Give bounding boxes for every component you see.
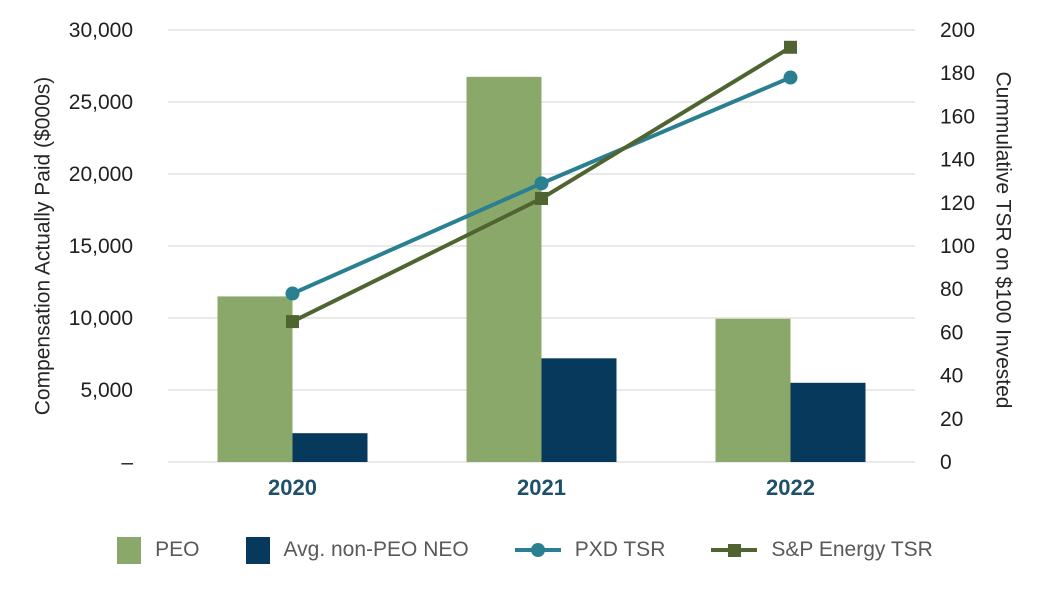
left-tick-10000: 10,000 [69, 307, 133, 330]
legend-marker-square [727, 543, 741, 557]
legend-item-neo: Avg. non-PEO NEO [245, 536, 469, 564]
left-tick-5000: 5,000 [80, 379, 133, 402]
left-axis-title: Compensation Actually Paid ($000s) [32, 77, 55, 416]
line-series [285, 40, 798, 329]
right-tick-180: 180 [940, 62, 975, 85]
left-tick-30000: 30,000 [69, 19, 133, 42]
legend-label: Avg. non-PEO NEO [283, 538, 469, 561]
bar-peo-2021 [466, 76, 542, 463]
bar-series [217, 76, 866, 463]
x-label-2020: 2020 [268, 475, 317, 500]
legend-label: S&P Energy TSR [771, 538, 933, 561]
bar-peo-2020 [217, 296, 293, 462]
right-tick-0: 0 [940, 451, 952, 474]
x-label-2021: 2021 [517, 475, 566, 500]
legend-item-sp: S&P Energy TSR [711, 538, 933, 562]
right-tick-140: 140 [940, 149, 975, 172]
right-tick-80: 80 [940, 278, 963, 301]
right-tick-60: 60 [940, 321, 963, 344]
legend-item-pxd: PXD TSR [514, 538, 666, 562]
left-axis-tick-labels: – 5,000 10,000 15,000 20,000 25,000 30,000 [69, 19, 134, 474]
legend-label: PEO [155, 538, 200, 561]
left-tick-15000: 15,000 [69, 235, 133, 258]
bar-neo-2021 [541, 358, 617, 462]
legend-swatch-neo [245, 536, 270, 564]
bar-neo-2022 [790, 382, 866, 462]
left-tick-25000: 25,000 [69, 91, 133, 114]
marker-sp-2020 [286, 315, 299, 329]
legend-label: PXD TSR [574, 538, 666, 561]
legend-line-sample-pxd [514, 542, 561, 558]
x-label-2022: 2022 [766, 475, 815, 500]
marker-pxd-2021 [534, 176, 549, 191]
marker-pxd-2020 [285, 286, 300, 301]
legend: PEO Avg. non-PEO NEO PXD TSR S&P Energy TSR [0, 527, 1050, 573]
right-axis-title: Cummulative TSR on $100 Invested [991, 72, 1014, 409]
bar-peo-2022 [715, 318, 791, 462]
x-axis-category-labels: 2020 2021 2022 [268, 475, 815, 500]
right-tick-20: 20 [940, 408, 963, 431]
legend-marker-circle [530, 543, 545, 557]
bar-neo-2020 [292, 433, 368, 462]
left-tick-0: – [121, 451, 133, 474]
right-tick-40: 40 [940, 365, 963, 388]
right-tick-160: 160 [940, 105, 975, 128]
marker-pxd-2022 [783, 70, 798, 85]
marker-sp-2022 [784, 40, 797, 54]
right-tick-120: 120 [940, 192, 975, 215]
left-tick-20000: 20,000 [69, 163, 133, 186]
right-tick-200: 200 [940, 19, 975, 42]
right-axis-tick-labels: 0 20 40 60 80 100 120 140 160 180 200 [940, 19, 975, 474]
legend-swatch-peo [117, 536, 142, 564]
right-tick-100: 100 [940, 235, 975, 258]
marker-sp-2021 [535, 191, 548, 205]
legend-item-peo: PEO [117, 536, 200, 564]
legend-line-sample-sp [711, 542, 758, 558]
